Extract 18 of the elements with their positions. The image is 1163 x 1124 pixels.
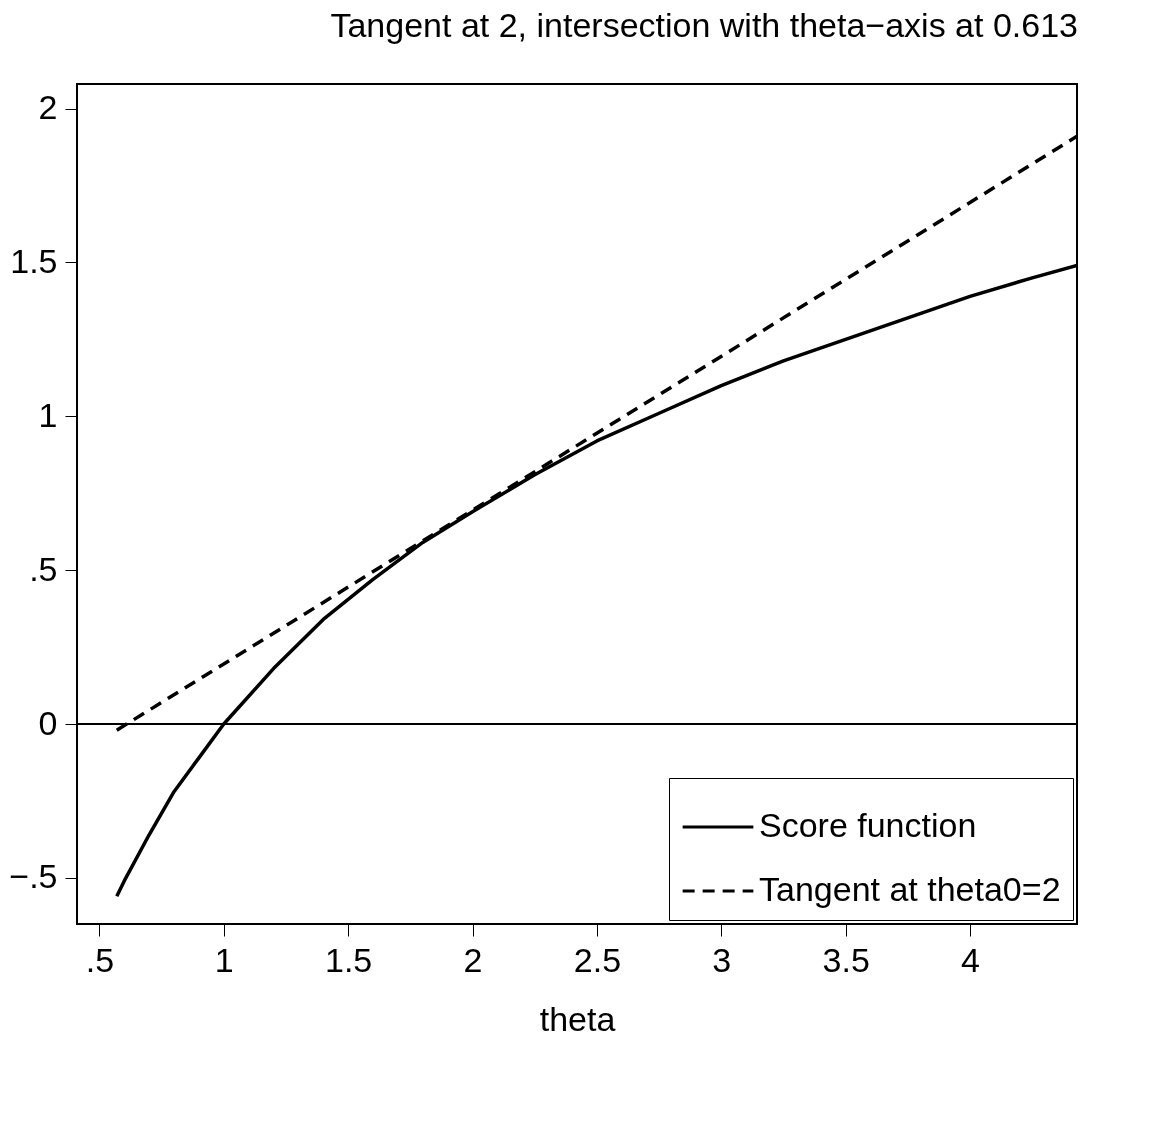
- y-tick-label: 2: [38, 88, 58, 127]
- x-tick-label: .5: [85, 940, 115, 979]
- y-tick-label: .5: [29, 549, 58, 588]
- legend-label: Tangent at theta0=2: [759, 870, 1061, 908]
- y-tick-label: 1.5: [10, 241, 58, 280]
- x-tick-label: 3.5: [822, 940, 870, 979]
- x-tick-label: 1: [214, 940, 234, 979]
- chart-title: Tangent at 2, intersection with theta−axis at 0.613: [330, 6, 1078, 44]
- y-tick-label: 1: [38, 395, 58, 434]
- x-tick-label: 3: [712, 940, 732, 979]
- x-tick-label: 1.5: [325, 940, 373, 979]
- x-tick-label: 2.5: [573, 940, 622, 979]
- x-axis-title: theta: [539, 999, 616, 1038]
- x-tick-label: 4: [961, 940, 980, 979]
- y-tick-label: −.5: [9, 857, 58, 896]
- legend-label: Score function: [759, 806, 977, 844]
- y-tick-label: 0: [38, 703, 58, 742]
- x-tick-label: 2: [463, 940, 483, 979]
